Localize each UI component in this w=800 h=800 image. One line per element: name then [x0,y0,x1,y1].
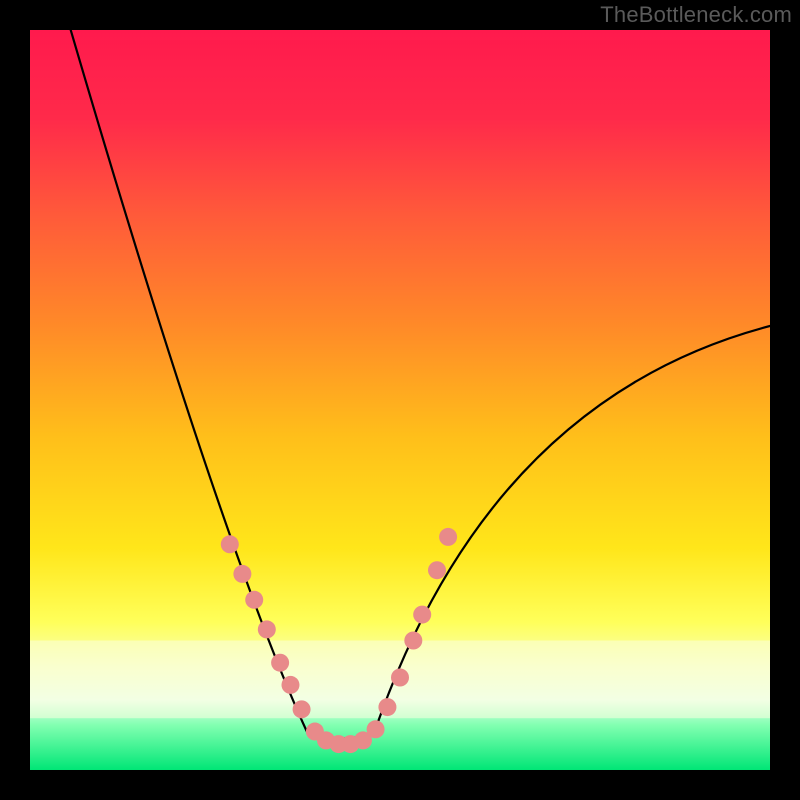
data-marker [413,606,431,624]
data-marker [245,591,263,609]
data-marker [404,632,422,650]
chart-frame: TheBottleneck.com [0,0,800,800]
data-marker [391,669,409,687]
data-marker [281,676,299,694]
data-marker [439,528,457,546]
watermark-text: TheBottleneck.com [600,2,792,28]
data-marker [258,620,276,638]
plot-svg [30,30,770,770]
data-marker [293,700,311,718]
data-marker [221,535,239,553]
plot-area [30,30,770,770]
data-marker [428,561,446,579]
data-marker [233,565,251,583]
data-marker [367,720,385,738]
data-marker [378,698,396,716]
data-marker [271,654,289,672]
